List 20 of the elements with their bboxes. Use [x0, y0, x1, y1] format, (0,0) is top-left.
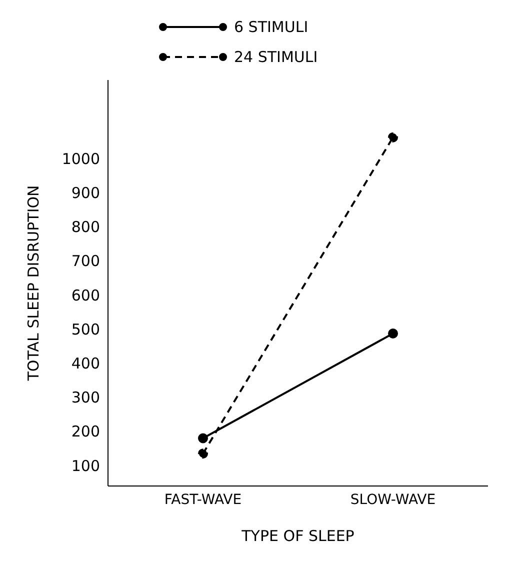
x-tick-label: SLOW-WAVE — [350, 492, 436, 508]
y-tick-label: 700 — [71, 252, 100, 270]
legend-label: 24 STIMULI — [234, 48, 318, 66]
y-tick-label: 1000 — [62, 150, 100, 168]
x-axis-title: TYPE OF SLEEP — [240, 527, 354, 545]
y-tick-label: 600 — [71, 286, 100, 304]
point — [388, 328, 398, 338]
y-tick-label: 200 — [71, 422, 100, 441]
y-tick-label: 100 — [71, 456, 100, 475]
x-tick-label: FAST-WAVE — [164, 492, 242, 508]
point — [388, 132, 398, 142]
legend-label: 6 STIMULI — [234, 18, 308, 36]
y-tick-label: 500 — [71, 320, 100, 338]
y-tick-label: 800 — [71, 218, 100, 236]
y-tick-label: 300 — [71, 388, 100, 407]
y-axis-title: TOTAL SLEEP DISRUPTION — [24, 185, 42, 382]
point — [198, 433, 208, 444]
y-tick-label: 900 — [71, 184, 100, 202]
point — [198, 448, 208, 459]
y-tick-label: 400 — [71, 354, 100, 372]
